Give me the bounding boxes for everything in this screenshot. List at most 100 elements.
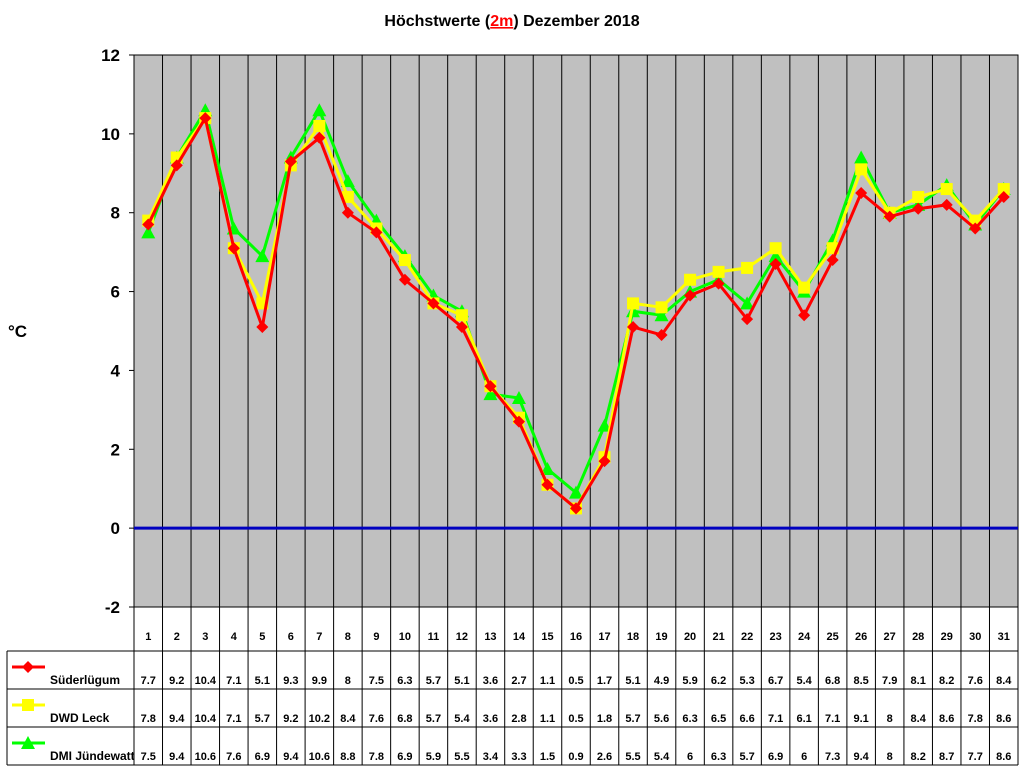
- legend-label: DWD Leck: [50, 711, 110, 725]
- table-value: 7.1: [226, 675, 241, 687]
- diamond-marker: [826, 254, 839, 267]
- table-day-header: 31: [998, 631, 1010, 643]
- y-axis-label: °C: [8, 322, 27, 341]
- table-value: 9.3: [283, 675, 298, 687]
- table-value: 9.4: [169, 713, 185, 725]
- y-tick-label: 4: [111, 361, 121, 380]
- table-value: 6.3: [682, 713, 697, 725]
- table-value: 2.6: [597, 751, 612, 763]
- table-value: 9.4: [283, 751, 299, 763]
- table-day-header: 13: [484, 631, 496, 643]
- diamond-marker: [969, 222, 982, 235]
- diamond-marker: [227, 242, 240, 255]
- table-day-header: 23: [769, 631, 781, 643]
- square-marker: [655, 301, 668, 314]
- table-day-header: 3: [202, 631, 208, 643]
- table-value: 10.4: [195, 713, 217, 725]
- table-value: 8.6: [996, 751, 1011, 763]
- table-row: DMI Jündewatt 7.5 9.4 10.6 7.6 6.9 9.4 10.6 8.8 7…: [12, 736, 1011, 763]
- table-value: 5.1: [625, 675, 640, 687]
- y-tick-label: 8: [111, 204, 120, 223]
- diamond-marker: [655, 328, 668, 341]
- diamond-marker: [798, 309, 811, 322]
- title-suffix: ) Dezember 2018: [513, 13, 639, 30]
- title-highlight: 2m: [490, 13, 513, 30]
- table-value: 7.9: [882, 675, 897, 687]
- table-value: 8: [887, 751, 893, 763]
- table-value: 7.1: [768, 713, 783, 725]
- table-value: 6.7: [768, 675, 783, 687]
- table-value: 7.3: [825, 751, 840, 763]
- table-value: 8.4: [996, 675, 1012, 687]
- table-value: 6.5: [711, 713, 726, 725]
- table-value: 6.3: [397, 675, 412, 687]
- table-value: 1.8: [597, 713, 612, 725]
- diamond-marker: [712, 277, 725, 290]
- square-marker: [798, 281, 811, 294]
- table-value: 5.7: [426, 675, 441, 687]
- y-tick-label: 0: [111, 519, 120, 538]
- table-value: 5.1: [454, 675, 469, 687]
- table-day-header: 24: [798, 631, 811, 643]
- table-value: 8: [345, 675, 351, 687]
- table-value: 5.7: [255, 713, 270, 725]
- table-value: 10.6: [309, 751, 330, 763]
- table-value: 5.9: [426, 751, 441, 763]
- data-table: 1 2 3 4 5 6 7 8 9 10 11 12 13 14 15 16 17 18 19 20 21 22 23 24 2…: [6, 607, 1019, 766]
- square-marker: [769, 242, 782, 255]
- table-value: 1.1: [540, 675, 555, 687]
- table-value: 10.6: [195, 751, 216, 763]
- table-day-header: 26: [855, 631, 867, 643]
- triangle-marker: [21, 736, 35, 749]
- table-day-header: 29: [941, 631, 953, 643]
- diamond-marker: [427, 297, 440, 310]
- table-value: 2.7: [511, 675, 526, 687]
- table-value: 6.3: [711, 751, 726, 763]
- table-day-header: 10: [399, 631, 411, 643]
- table-value: 9.9: [312, 675, 327, 687]
- square-marker: [684, 273, 697, 286]
- table-day-header: 20: [684, 631, 696, 643]
- square-marker: [341, 190, 354, 203]
- diamond-marker: [22, 661, 34, 673]
- table-day-header: 28: [912, 631, 924, 643]
- table-value: 10.2: [309, 713, 330, 725]
- table-value: 5.7: [426, 713, 441, 725]
- diamond-marker: [512, 415, 525, 428]
- table-day-header: 16: [570, 631, 582, 643]
- y-tick-label: 2: [111, 440, 120, 459]
- table-value: 7.7: [968, 751, 983, 763]
- triangle-marker: [340, 174, 355, 188]
- title-prefix: Höchstwerte (: [384, 13, 490, 30]
- table-value: 6.9: [768, 751, 783, 763]
- table-value: 6: [687, 751, 693, 763]
- y-tick-label: 6: [111, 283, 120, 302]
- table-value: 7.8: [369, 751, 384, 763]
- table-value: 5.7: [625, 713, 640, 725]
- table-value: 8.7: [939, 751, 954, 763]
- table-day-header: 17: [598, 631, 610, 643]
- table-day-header: 18: [627, 631, 639, 643]
- table-value: 9.1: [854, 713, 869, 725]
- table-value: 5.4: [796, 675, 812, 687]
- table-value: 8.4: [340, 713, 356, 725]
- triangle-marker: [511, 391, 526, 405]
- table-value: 8.6: [996, 713, 1011, 725]
- table-value: 5.6: [654, 713, 669, 725]
- series-s-derl-gum: [142, 112, 1010, 515]
- table-day-header: 12: [456, 631, 468, 643]
- diamond-marker: [370, 226, 383, 239]
- diamond-marker: [284, 155, 297, 168]
- table-day-header: 8: [345, 631, 351, 643]
- table-day-header: 21: [712, 631, 724, 643]
- table-value: 3.6: [483, 675, 498, 687]
- table-day-header: 5: [259, 631, 265, 643]
- triangle-marker: [569, 485, 583, 499]
- table-value: 6.2: [711, 675, 726, 687]
- table-day-header: 11: [428, 631, 440, 643]
- triangle-marker: [540, 462, 555, 475]
- table-value: 9.4: [854, 751, 870, 763]
- table-value: 4.9: [654, 675, 669, 687]
- table-value: 0.5: [568, 713, 583, 725]
